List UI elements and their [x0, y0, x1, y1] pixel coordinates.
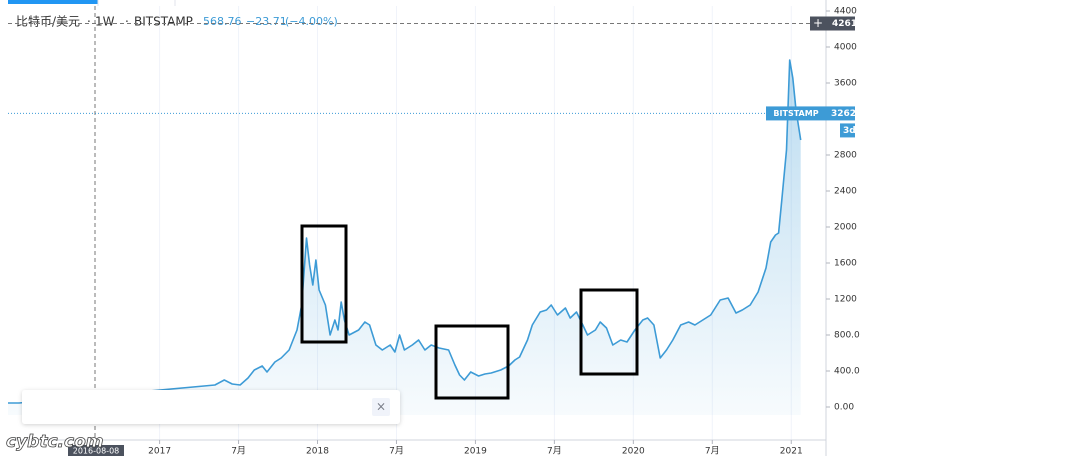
crosshair-plus-box [810, 16, 826, 31]
annotation-box [579, 288, 639, 376]
y-tick-label: 3600 [834, 79, 857, 89]
crosshair-date: 2016-08-08 [73, 447, 120, 456]
price: 568.76 [203, 15, 242, 28]
x-tick-label: 2019 [464, 447, 487, 456]
x-tick-label: 2021 [780, 447, 803, 456]
x-tick-label: 7月 [547, 446, 562, 456]
y-tick-label: 2800 [834, 151, 857, 161]
area [8, 60, 801, 415]
toast-panel [22, 390, 400, 424]
last-price-box [826, 106, 855, 121]
plot [8, 59, 802, 415]
active-tab[interactable] [8, 0, 98, 4]
line [8, 59, 802, 404]
watermark: cybtc.com [6, 432, 103, 452]
y-tick-label: 4000 [834, 43, 857, 53]
countdown: 3d [843, 126, 856, 136]
y-tick-label: 1600 [834, 259, 857, 269]
x-tick-label: 2020 [622, 447, 645, 456]
last-price: 3262 [831, 109, 856, 119]
separator: · [125, 15, 129, 29]
change-pct: (−4.00%) [285, 15, 338, 28]
y-tick-label: 800.0 [834, 331, 860, 341]
last-price-name-box [766, 106, 826, 121]
x-tick-label: 2017 [148, 447, 171, 456]
y-tick-label: 4400 [834, 7, 857, 17]
x-tick-label: 2018 [306, 447, 329, 456]
close-icon[interactable]: × [376, 400, 386, 414]
crosshair-date-box [68, 445, 124, 456]
crosshair-price-box [826, 16, 855, 31]
x-tick-label: 7月 [231, 446, 246, 456]
exchange: BITSTAMP [134, 15, 193, 29]
separator: · [87, 15, 91, 29]
countdown-box [840, 123, 855, 138]
legend-header: 比特币/美元 · 1W · BITSTAMP 568.76 −23.71 (−4… [16, 14, 338, 29]
last-price-name: BITSTAMP [773, 109, 818, 118]
crosshair-plus: + [813, 16, 823, 30]
symbol: 比特币/美元 [16, 14, 80, 29]
x-tick-label: 7月 [705, 446, 720, 456]
interval: 1W [95, 15, 115, 29]
change: −23.71 [246, 15, 287, 28]
annotation-boxes [300, 224, 639, 400]
axes: 2017 7月 2018 7月 2019 7月 2020 7月 2021 0.00 400.0 800… [148, 7, 860, 456]
y-tick-label: 2400 [834, 187, 857, 197]
x-tick-label: 7月 [389, 446, 404, 456]
y-tick-label: 2000 [834, 223, 857, 233]
y-tick-label: 1200 [834, 295, 857, 305]
y-tick-label: 400.0 [834, 367, 860, 377]
annotation-box [300, 224, 348, 344]
close-button[interactable] [372, 398, 390, 416]
toast: × [22, 390, 400, 424]
y-tick-label: 0.00 [834, 403, 854, 413]
crosshair-price: 4261 [832, 19, 857, 29]
annotation-box [434, 324, 510, 400]
